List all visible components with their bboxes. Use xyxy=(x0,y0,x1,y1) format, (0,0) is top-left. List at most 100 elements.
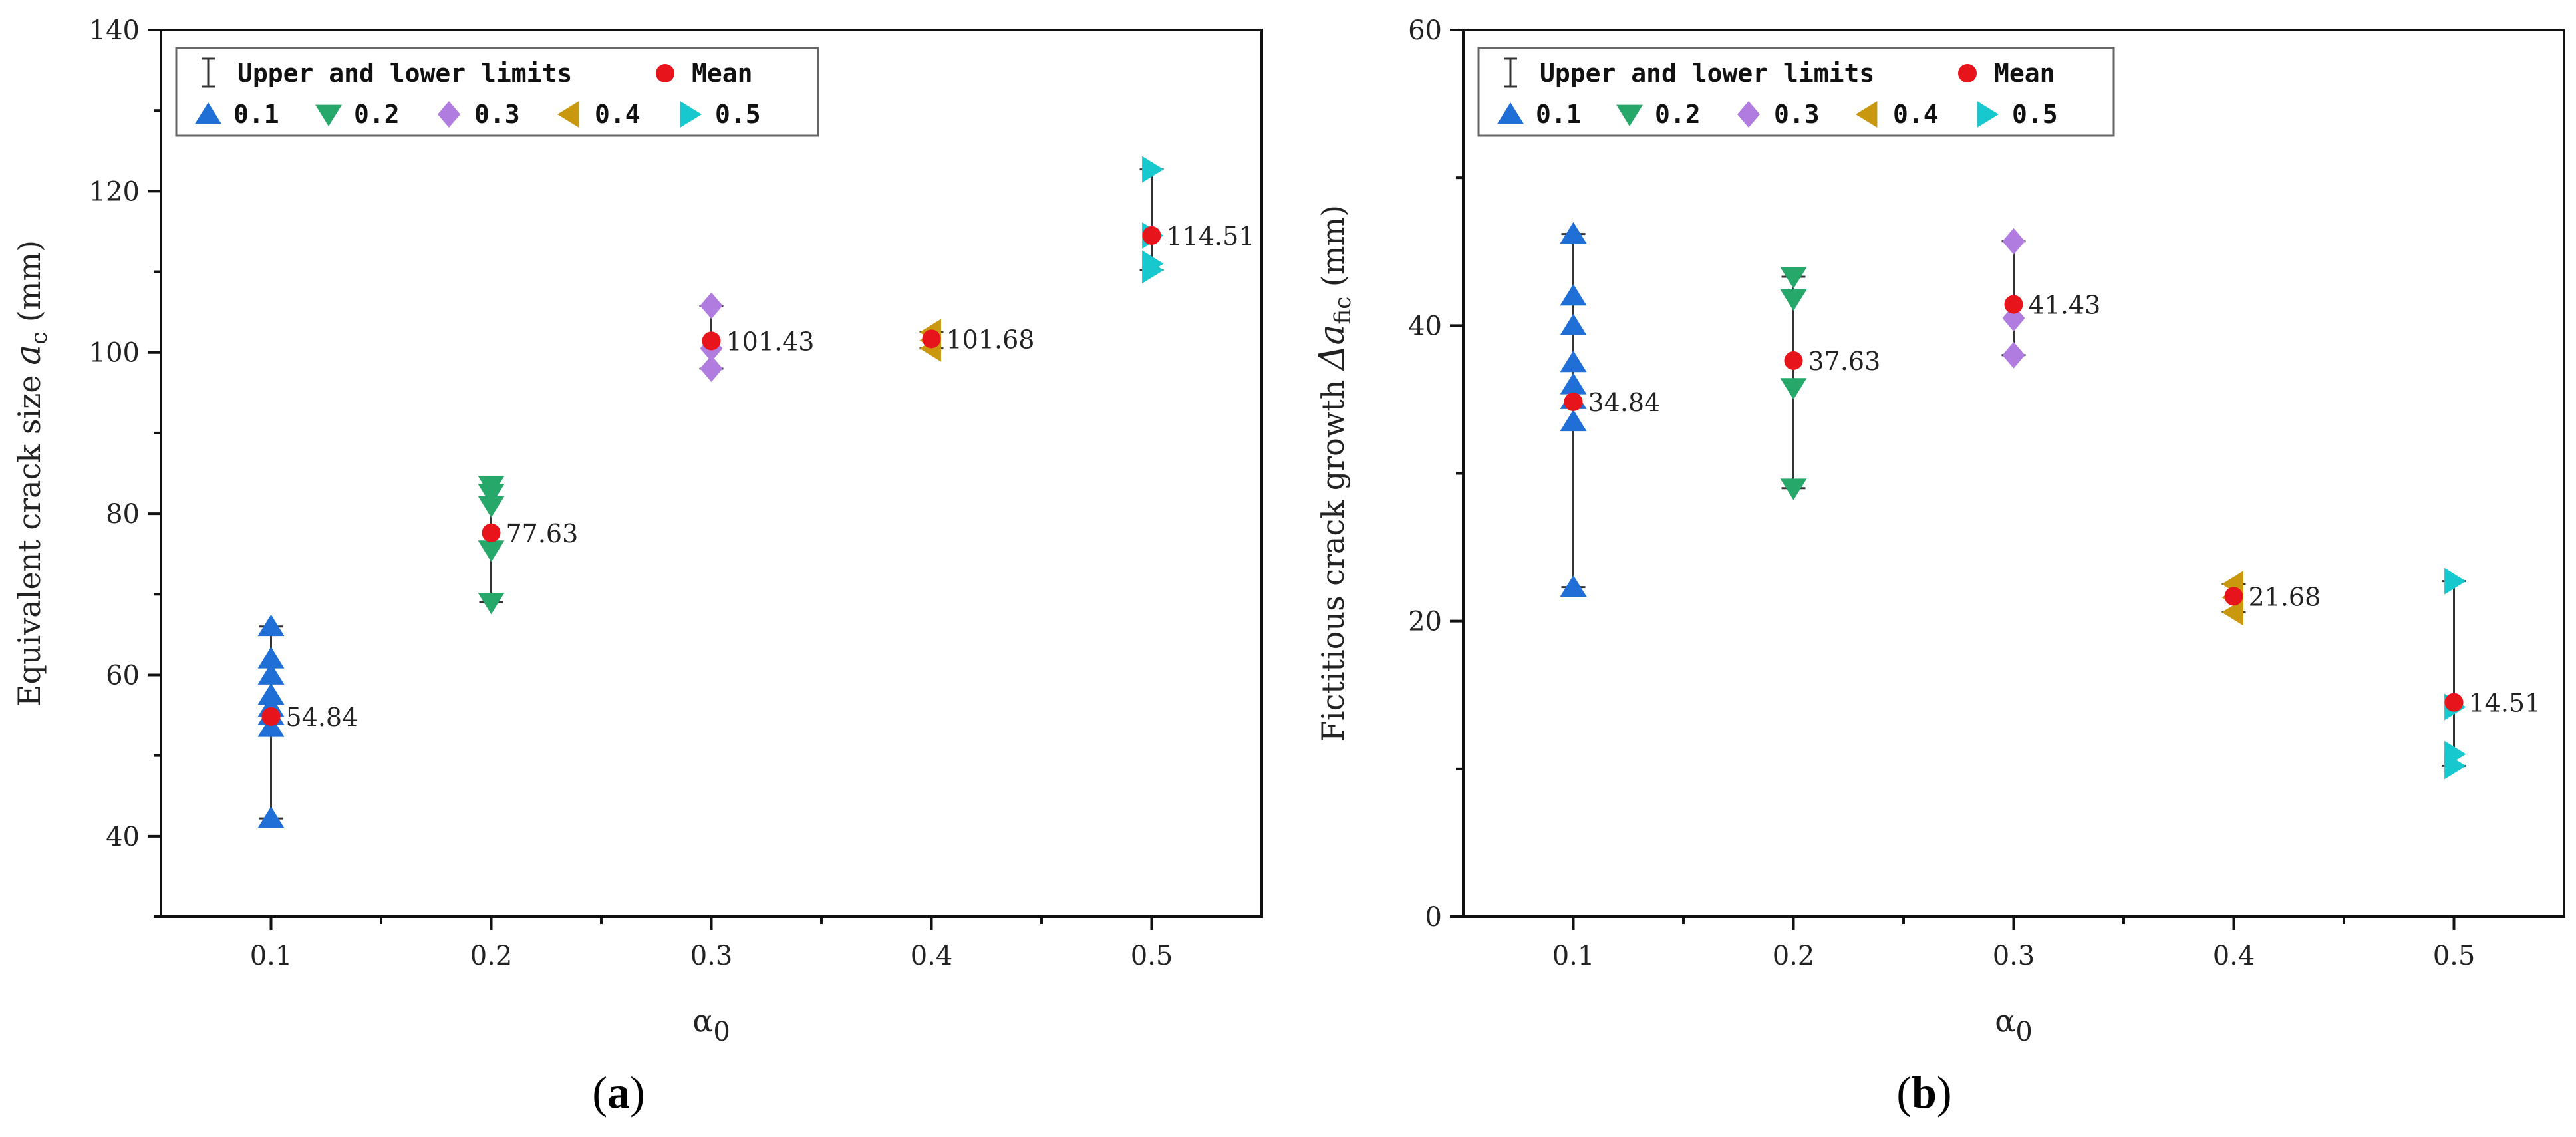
x-tick-label: 0.4 xyxy=(2213,941,2255,971)
data-point xyxy=(1780,378,1807,400)
legend: Upper and lower limits Mean 0.1 0.2 0.3 0.4 0.… xyxy=(1477,47,2115,137)
series-0.4: 21.68 xyxy=(2221,571,2321,626)
panel-b-chart: 0 20 40 60 0.1 0.2 0.3 0.4 0.5 α0 Fictitious crack… xyxy=(1312,15,2565,1118)
series-0.3: 41.43 xyxy=(2001,228,2101,369)
x-tick-label: 0.3 xyxy=(690,941,733,971)
legend-marker-0.3 xyxy=(438,101,460,128)
data-point xyxy=(257,647,285,669)
series-0.1: 54.84 xyxy=(257,614,358,828)
data-point xyxy=(478,496,505,518)
data-point xyxy=(478,540,505,562)
data-point xyxy=(1142,250,1164,277)
mean-label: 37.63 xyxy=(1808,347,1881,376)
legend-mean-icon xyxy=(1958,64,1977,82)
legend-series-label: 0.1 xyxy=(1536,100,1582,129)
y-axis-title: Fictitious crack growth Δafic (mm) xyxy=(1312,205,1356,742)
mean-point xyxy=(922,329,941,349)
y-tick-label: 100 xyxy=(89,338,140,369)
data-point xyxy=(2444,740,2466,768)
data-point xyxy=(2002,341,2025,369)
legend-series-label: 0.3 xyxy=(474,100,520,129)
panel-label: (b) xyxy=(1896,1067,1951,1118)
legend-marker-0.4 xyxy=(557,101,579,128)
legend-mean-icon xyxy=(656,64,674,82)
y-tick-label: 20 xyxy=(1408,607,1442,637)
series-0.1: 34.84 xyxy=(1560,222,1661,597)
mean-label: 21.68 xyxy=(2249,582,2321,611)
x-tick-label: 0.1 xyxy=(1552,941,1595,971)
mean-label: 77.63 xyxy=(506,519,579,548)
mean-point xyxy=(1142,226,1161,245)
legend-marker-0.2 xyxy=(1616,104,1643,126)
mean-point xyxy=(2004,295,2023,314)
legend-marker-0.5 xyxy=(680,101,702,128)
mean-point xyxy=(2224,587,2243,606)
panel-label: (a) xyxy=(592,1067,644,1118)
plot-frame xyxy=(1462,29,2565,918)
legend-marker-0.1 xyxy=(1497,102,1524,124)
data-point xyxy=(257,806,285,828)
data-point xyxy=(1780,289,1807,311)
y-tick-label: 120 xyxy=(89,176,140,207)
data-point xyxy=(700,355,723,382)
mean-point xyxy=(1784,351,1803,370)
mean-point xyxy=(261,707,281,726)
y-tick-label: 0 xyxy=(1425,902,1442,933)
legend-series-label: 0.2 xyxy=(1655,100,1701,129)
data-point xyxy=(257,663,285,685)
panel-a-chart: 40 60 80 100 120 140 0.1 0.2 0.3 0.4 0.5 α0 Equivale… xyxy=(9,15,1263,1118)
y-tick-label: 60 xyxy=(1408,15,1442,46)
x-tick-label: 0.1 xyxy=(250,941,293,971)
mean-label: 101.43 xyxy=(726,327,815,356)
legend-marker-0.1 xyxy=(195,102,221,124)
x-tick-label: 0.2 xyxy=(1773,941,1815,971)
x-axis-title: α0 xyxy=(1995,1003,2033,1047)
mean-label: 54.84 xyxy=(286,703,358,732)
data-point xyxy=(1560,409,1587,432)
mean-label: 41.43 xyxy=(2029,291,2101,320)
data-point xyxy=(2444,568,2466,595)
legend-series-label: 0.1 xyxy=(233,100,279,129)
y-tick-label: 40 xyxy=(106,822,140,852)
legend-series-label: 0.4 xyxy=(1893,100,1939,129)
x-axis-title: α0 xyxy=(692,1003,730,1047)
data-point xyxy=(1560,350,1587,373)
legend: Upper and lower limits Mean 0.1 0.2 0.3 0.4 0.… xyxy=(175,47,819,137)
y-tick-label: 60 xyxy=(106,660,140,691)
legend-box xyxy=(1477,47,2115,137)
y-axis-title: Equivalent crack size ac (mm) xyxy=(9,240,53,707)
mean-point xyxy=(1564,392,1583,411)
x-tick-label: 0.5 xyxy=(1131,941,1173,971)
legend-series-label: 0.2 xyxy=(354,100,400,129)
data-point xyxy=(1142,156,1164,183)
x-tick-label: 0.4 xyxy=(911,941,953,971)
data-point xyxy=(1560,283,1587,306)
data-point xyxy=(1780,267,1807,289)
mean-label: 14.51 xyxy=(2469,689,2541,718)
data-point xyxy=(478,592,505,615)
mean-point xyxy=(702,331,721,351)
legend-box xyxy=(175,47,819,137)
x-tick-label: 0.5 xyxy=(2433,941,2476,971)
legend-series-label: 0.4 xyxy=(595,100,641,129)
series-0.2: 37.63 xyxy=(1780,267,1881,500)
legend-series-label: 0.3 xyxy=(1774,100,1820,129)
legend-series-label: 0.5 xyxy=(715,100,761,129)
data-point xyxy=(1560,313,1587,335)
legend-mean-label: Mean xyxy=(1994,59,2055,88)
data-point xyxy=(1560,575,1587,597)
data-point xyxy=(2002,228,2025,255)
data-point xyxy=(257,683,285,705)
y-tick-label: 80 xyxy=(106,499,140,530)
legend-marker-0.5 xyxy=(1977,101,1999,128)
data-point xyxy=(700,292,723,319)
mean-point xyxy=(2444,693,2464,712)
data-point xyxy=(478,476,505,498)
legend-mean-label: Mean xyxy=(692,59,753,88)
y-tick-label: 40 xyxy=(1408,311,1442,341)
data-point xyxy=(257,614,285,637)
legend-marker-0.2 xyxy=(315,104,342,126)
series-0.4: 101.68 xyxy=(919,319,1034,362)
mean-label: 34.84 xyxy=(1588,388,1661,417)
